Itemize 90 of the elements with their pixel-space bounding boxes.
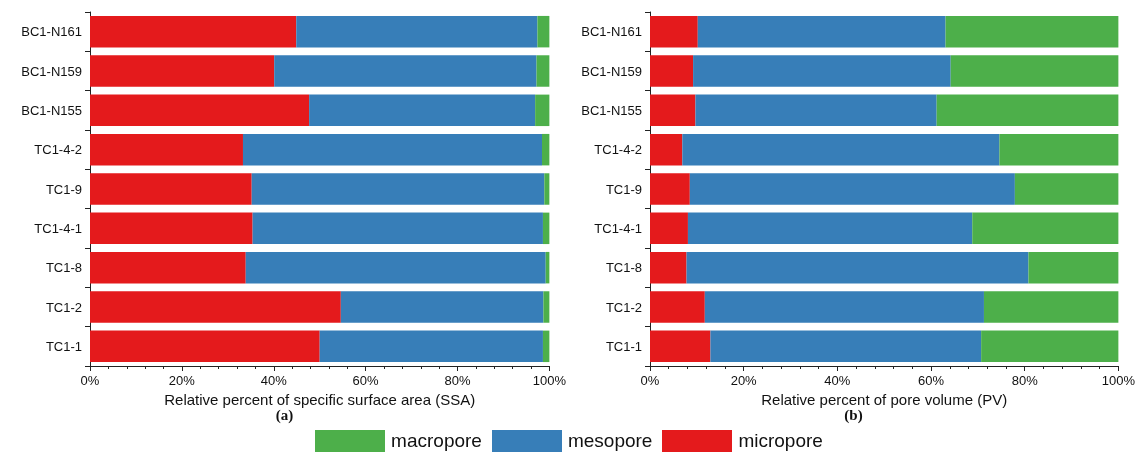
x-tick-label: 100% bbox=[532, 373, 567, 388]
bar bbox=[945, 15, 1119, 48]
bar bbox=[981, 330, 1119, 363]
x-tick-label: 20% bbox=[730, 373, 758, 388]
y-tick-label: TC1-4-1 bbox=[594, 220, 642, 236]
bar bbox=[90, 94, 310, 127]
bar bbox=[90, 212, 253, 245]
x-tick-label: 80% bbox=[1011, 373, 1039, 388]
x-tick-label: 60% bbox=[918, 373, 945, 388]
x-tick-label: 100% bbox=[1101, 373, 1136, 388]
x-axis-title: Relative percent of specific surface area (SSA) bbox=[164, 390, 476, 408]
x-tick-label: 0% bbox=[640, 373, 660, 388]
bar bbox=[650, 330, 711, 363]
x-tick-label: 80% bbox=[444, 373, 471, 388]
bar bbox=[650, 94, 696, 127]
y-tick-label: TC1-2 bbox=[605, 299, 642, 315]
bar bbox=[535, 94, 550, 127]
x-tick-label: 0% bbox=[80, 373, 100, 388]
y-tick-label: TC1-8 bbox=[605, 260, 642, 276]
bar bbox=[972, 212, 1119, 245]
bar bbox=[650, 291, 705, 323]
bar bbox=[542, 212, 550, 245]
y-tick-label: TC1-4-1 bbox=[34, 220, 82, 236]
bar bbox=[697, 15, 946, 48]
bar bbox=[245, 251, 546, 284]
y-tick-label: BC1-N155 bbox=[21, 102, 82, 118]
bar bbox=[687, 212, 973, 245]
bar bbox=[983, 291, 1119, 323]
bar bbox=[274, 55, 537, 87]
bar bbox=[704, 291, 984, 323]
y-tick-label: TC1-4-2 bbox=[594, 142, 642, 158]
bar bbox=[90, 330, 320, 363]
y-tick-label: BC1-N155 bbox=[581, 102, 642, 118]
bar bbox=[543, 291, 550, 323]
bar bbox=[689, 173, 1015, 205]
bar bbox=[319, 330, 543, 363]
bar bbox=[90, 291, 341, 323]
bar bbox=[340, 291, 544, 323]
y-tick-label: TC1-9 bbox=[45, 181, 82, 197]
bar bbox=[650, 55, 694, 87]
y-tick-label: TC1-8 bbox=[45, 260, 82, 276]
bar bbox=[536, 55, 550, 87]
legend-label: mesopore bbox=[567, 430, 653, 452]
bar bbox=[950, 55, 1119, 87]
bar bbox=[650, 15, 698, 48]
bar bbox=[251, 173, 545, 205]
bar bbox=[252, 212, 543, 245]
legend-label: micropore bbox=[738, 430, 823, 452]
bar bbox=[309, 94, 536, 127]
y-tick-label: BC1-N159 bbox=[21, 63, 82, 79]
bar bbox=[242, 133, 543, 166]
y-tick-label: BC1-N159 bbox=[581, 63, 642, 79]
bar bbox=[650, 133, 683, 166]
bar bbox=[650, 173, 690, 205]
bar bbox=[537, 15, 550, 48]
bar bbox=[1028, 251, 1119, 284]
bar bbox=[999, 133, 1119, 166]
text: (a) bbox=[275, 406, 294, 424]
bar bbox=[542, 133, 550, 166]
bar bbox=[710, 330, 982, 363]
y-tick-label: TC1-9 bbox=[605, 181, 642, 197]
bar bbox=[542, 330, 550, 363]
y-tick-label: TC1-1 bbox=[605, 338, 642, 354]
bar bbox=[296, 15, 538, 48]
x-tick-label: 40% bbox=[824, 373, 851, 388]
bar bbox=[90, 15, 297, 48]
y-tick-label: BC1-N161 bbox=[581, 24, 642, 40]
bar bbox=[695, 94, 937, 127]
y-tick-label: TC1-4-2 bbox=[34, 142, 82, 158]
bar bbox=[544, 173, 550, 205]
bar bbox=[90, 55, 275, 87]
y-tick-label: TC1-1 bbox=[45, 338, 82, 354]
bar bbox=[693, 55, 951, 87]
x-axis-title: Relative percent of pore volume (PV) bbox=[761, 390, 1008, 408]
bar bbox=[1014, 173, 1119, 205]
y-tick-label: BC1-N161 bbox=[21, 24, 82, 40]
text: (b) bbox=[844, 406, 863, 424]
x-tick-label: 40% bbox=[260, 373, 288, 388]
bar bbox=[650, 212, 688, 245]
bar bbox=[682, 133, 1000, 166]
legend-label: macropore bbox=[391, 430, 482, 452]
bar bbox=[650, 251, 687, 284]
x-tick-label: 60% bbox=[352, 373, 380, 388]
bar bbox=[686, 251, 1029, 284]
bar bbox=[90, 173, 252, 205]
bar bbox=[90, 133, 243, 166]
bar bbox=[90, 251, 246, 284]
y-tick-label: TC1-2 bbox=[45, 299, 82, 315]
x-tick-label: 20% bbox=[168, 373, 196, 388]
bar bbox=[936, 94, 1119, 127]
